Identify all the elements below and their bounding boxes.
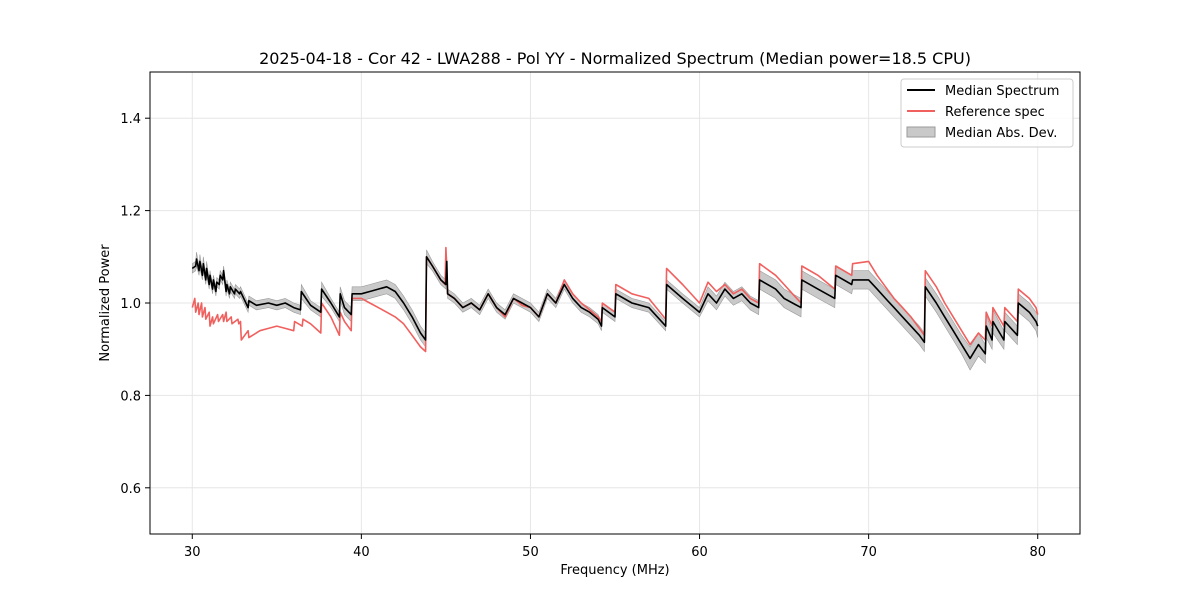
x-tick-label: 40 [353,545,370,560]
y-axis-label: Normalized Power [98,244,113,362]
x-axis-label: Frequency (MHz) [560,563,669,578]
legend-mad-label: Median Abs. Dev. [945,126,1057,141]
x-tick-label: 50 [522,545,539,560]
x-tick-label: 70 [860,545,877,560]
legend-reference-label: Reference spec [945,105,1045,120]
chart-title: 2025-04-18 - Cor 42 - LWA288 - Pol YY - … [259,49,971,68]
y-tick-label: 0.6 [120,482,141,497]
y-tick-label: 0.8 [120,389,141,404]
x-tick-label: 80 [1029,545,1046,560]
x-tick-label: 60 [691,545,708,560]
reference-spectrum-line [191,246,1039,353]
x-tick-label: 30 [184,545,201,560]
x-axis-ticks: 30 40 50 60 70 80 [184,534,1046,560]
median-spectrum-line [191,256,1039,360]
y-tick-label: 1.4 [120,112,141,127]
y-tick-label: 1.0 [120,297,141,312]
y-axis-ticks: 0.6 0.8 1.0 1.2 1.4 [120,112,150,497]
legend-median-label: Median Spectrum [945,84,1059,99]
legend-box [900,78,1074,148]
series-layer [191,246,1039,360]
legend: Median Spectrum Reference spec Median Ab… [900,78,1074,148]
legend-mad-swatch [906,126,936,138]
y-tick-label: 1.2 [120,205,141,220]
